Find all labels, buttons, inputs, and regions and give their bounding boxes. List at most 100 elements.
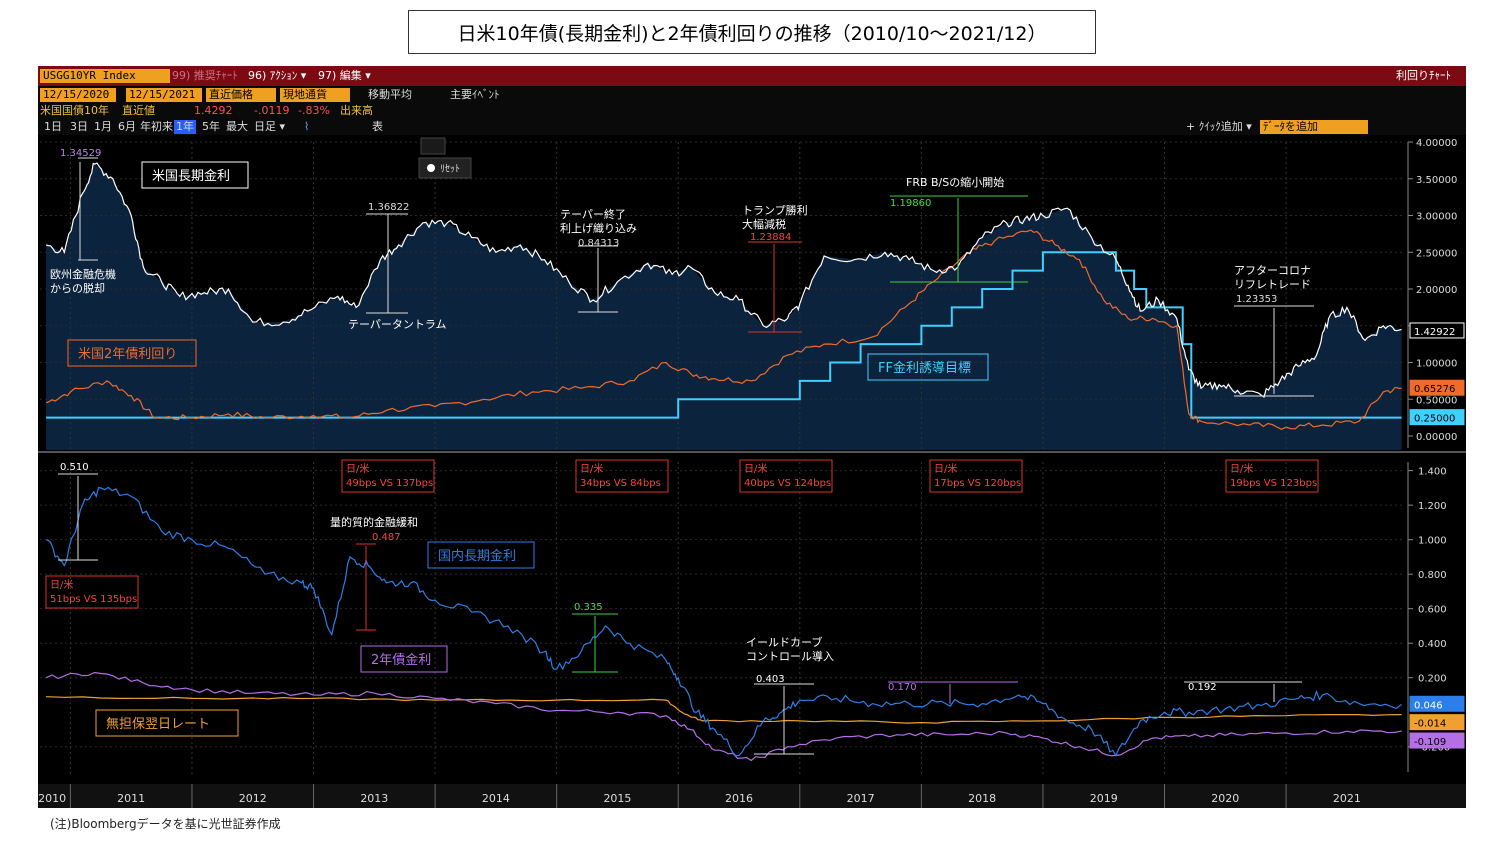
events-toggle[interactable]: 主要ｲﾍﾞﾝﾄ xyxy=(450,88,500,101)
chart-title: 日米10年債(長期金利)と2年債利回りの推移（2010/10～2021/12） xyxy=(408,10,1096,54)
annotation-ycc-2: コントロール導入 xyxy=(746,649,834,663)
bottom-series-group xyxy=(45,486,1402,762)
tona-label: 無担保翌日レート xyxy=(106,717,210,732)
period-1m[interactable]: 1月 xyxy=(94,120,112,133)
period-1d[interactable]: 1日 xyxy=(44,120,62,133)
badge-tona-bg xyxy=(1409,714,1465,731)
badge-jp2-bg xyxy=(1409,732,1465,749)
annotation-qqe: 量的質的金融緩和 xyxy=(330,515,418,529)
2018-annotation-lines xyxy=(888,681,1018,704)
jp10-label-box xyxy=(427,541,535,569)
jp2-yield-line xyxy=(45,671,1402,762)
tona-line xyxy=(46,696,1402,724)
spread-body: 34bps VS 84bps xyxy=(580,478,661,489)
menu-actions[interactable]: 96) ｱｸｼｮﾝ ▾ xyxy=(248,69,307,82)
period-1y[interactable]: 1年 xyxy=(174,120,196,134)
spread-body: 49bps VS 137bps xyxy=(346,478,433,489)
jp10-label: 国内長期金利 xyxy=(438,548,516,564)
top-tick-label: 3.50000 xyxy=(1416,175,1457,186)
chart-area: 4.000003.500003.000002.500002.000001.500… xyxy=(38,136,1466,808)
menu-edit[interactable]: 97) 編集 ▾ xyxy=(318,69,371,82)
annotation-euro-crisis: 欧州金融危機 xyxy=(50,267,116,281)
trump-annotation-lines xyxy=(748,241,802,333)
spread-box xyxy=(929,459,1023,493)
ticker-field[interactable]: USGG10YR Index xyxy=(40,69,170,83)
annotation-rate-hike: 利上げ織り込み xyxy=(560,222,637,235)
us10-label-box xyxy=(141,161,249,189)
period-3d[interactable]: 3日 xyxy=(70,120,88,133)
annotation-after-corona: アフターコロナ xyxy=(1234,264,1311,277)
value-label-2020: 1.23353 xyxy=(1236,294,1277,305)
badge-ff-text: 0.25000 xyxy=(1414,414,1455,425)
period-6m[interactable]: 6月 xyxy=(118,120,136,133)
bottom-value-2018: 0.170 xyxy=(888,682,917,693)
date-from-field[interactable]: 12/15/2020 xyxy=(40,88,116,102)
moving-average-toggle[interactable]: 移動平均 xyxy=(368,88,412,101)
us2-yield-line xyxy=(45,229,1402,430)
top-tick-label: 0.50000 xyxy=(1416,395,1457,406)
value-label-2016: 1.23884 xyxy=(750,232,791,243)
frequency-select[interactable]: 日足 ▾ xyxy=(254,120,286,133)
bottom-annotation-lines xyxy=(58,473,1302,755)
period-5y[interactable]: 5年 xyxy=(202,120,220,133)
jp2-label: 2年債金利 xyxy=(371,652,431,668)
badge-tona-text: -0.014 xyxy=(1414,719,1446,730)
annotation-frb-bs: FRB B/Sの縮小開始 xyxy=(906,175,1004,189)
bottom-tick-label: 0.200 xyxy=(1418,674,1447,685)
reset-button[interactable] xyxy=(418,157,472,179)
bottom-tick-label: 0.800 xyxy=(1418,570,1447,581)
jp2-label-box xyxy=(360,645,448,673)
qqe-annotation-lines xyxy=(356,543,376,631)
footnote: (注)Bloombergデータを基に光世証券作成 xyxy=(50,817,281,831)
x-tick-label: 2018 xyxy=(968,792,996,805)
menu-recommended-charts[interactable]: 99) 推奨ﾁｬｰﾄ xyxy=(172,69,238,82)
x-tick-label: 2015 xyxy=(603,792,631,805)
us10-yield-line xyxy=(45,162,1402,398)
table-button[interactable]: 表 xyxy=(372,120,383,133)
security-row: 米国国債10年 直近値 1.4292 -.0119 -.83% 出来高 xyxy=(38,103,1466,119)
period-ytd[interactable]: 年初来 xyxy=(140,120,173,133)
change-pct: -.83% xyxy=(298,104,330,117)
bottom-value-2015: 0.335 xyxy=(574,602,603,613)
currency-select[interactable]: 現地通貨 xyxy=(280,88,350,102)
2015-annotation-lines xyxy=(572,613,618,673)
x-tick-label: 2010 xyxy=(38,792,66,805)
line-chart-icon[interactable]: ⌇ xyxy=(304,120,310,133)
reset-radio-icon[interactable] xyxy=(427,164,435,172)
x-tick-label: 2017 xyxy=(847,792,875,805)
price-type-select[interactable]: 直近価格 xyxy=(206,88,276,102)
us10-area xyxy=(46,164,1402,450)
tona-label-box xyxy=(95,709,239,737)
annotation-euro-crisis-2: からの脱却 xyxy=(50,281,105,295)
us2-label: 米国2年債利回り xyxy=(78,347,177,362)
frb-annotation-lines xyxy=(890,195,1028,283)
top-tick-label: 3.00000 xyxy=(1416,212,1457,223)
bottom-tick-label: 1.000 xyxy=(1418,536,1447,547)
ff-label-box xyxy=(867,353,989,381)
date-to-field[interactable]: 12/15/2021 xyxy=(126,88,202,102)
period-max[interactable]: 最大 xyxy=(226,120,248,133)
spread-head: 日/米 xyxy=(934,462,957,475)
us2-label-box xyxy=(67,339,197,367)
annotation-trump: トランプ勝利 xyxy=(742,203,808,217)
spread-boxes: 日/米 51bps VS 135bps 日/米 49bps VS 137bps 日/米 3… xyxy=(45,459,1319,609)
add-data-field[interactable]: ﾃﾞｰﾀを追加 xyxy=(1260,120,1368,134)
x-tick-label: 2011 xyxy=(117,792,145,805)
reset-label: ﾘｾｯﾄ xyxy=(440,163,460,175)
x-tick-label: 2013 xyxy=(360,792,388,805)
date-row: 12/15/2020 12/15/2021 直近価格 現地通貨 移動平均 主要ｲ… xyxy=(38,87,1466,103)
value-label-2013: 1.36822 xyxy=(368,202,409,213)
top-tick-label: 4.00000 xyxy=(1416,138,1457,149)
chart-type-widget[interactable] xyxy=(420,137,446,155)
bottom-tick-label: 0.600 xyxy=(1418,605,1447,616)
period-row: 1日 3日 1月 6月 年初来 1年 5年 最大 日足 ▾ ⌇ 表 + ｸｲｯｸ… xyxy=(38,119,1466,135)
badge-jp2-text: -0.109 xyxy=(1414,737,1446,748)
spread-body: 19bps VS 123bps xyxy=(1230,478,1317,489)
top-tick-label: 2.00000 xyxy=(1416,285,1457,296)
badge-jp10-bg xyxy=(1409,695,1465,712)
top-series-group xyxy=(45,162,1402,430)
badge-us2-text: 0.65276 xyxy=(1414,384,1455,395)
annotation-tax-cut: 大幅減税 xyxy=(742,217,786,231)
add-study-button[interactable]: + ｸｲｯｸ追加 ▾ xyxy=(1186,120,1252,133)
spread-box xyxy=(1225,459,1319,493)
